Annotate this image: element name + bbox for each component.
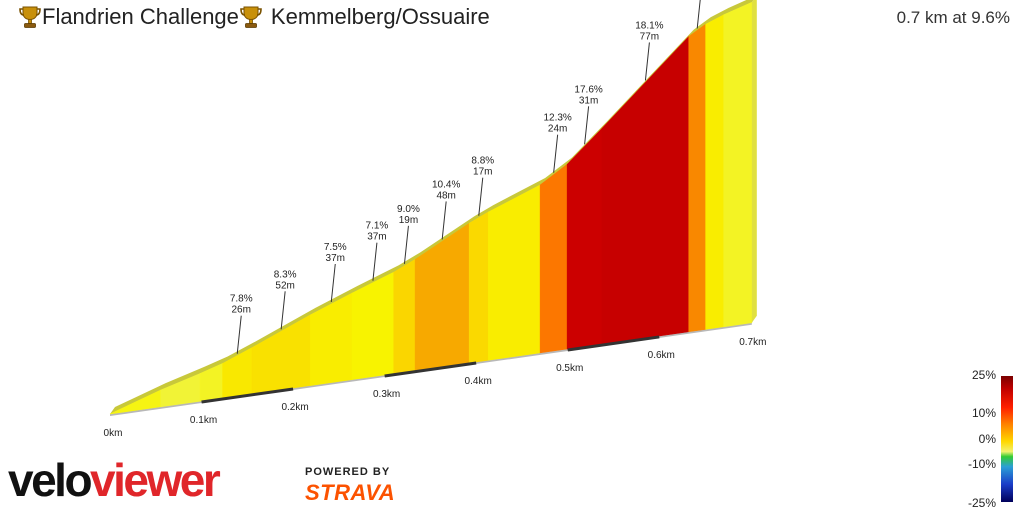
segment-length-label: 17m [473, 167, 492, 178]
segment-length-label: 19m [399, 215, 418, 226]
gradient-segment [601, 35, 690, 345]
segment-annotation-leader [696, 0, 701, 29]
legend-tick: -25% [967, 496, 996, 510]
segment-gradient-label: 12.3% [543, 113, 571, 124]
distance-axis-band [384, 361, 477, 378]
segment-annotation-leader [441, 201, 447, 240]
gradient-segment [539, 163, 568, 354]
segment-length-label: 37m [367, 232, 386, 243]
segment-length-label: 24m [548, 124, 567, 135]
segment-summary: 0.7 km at 9.6% [896, 8, 1010, 27]
legend-tick: -10% [967, 457, 996, 471]
legend-tick: 10% [971, 406, 996, 420]
segment-annotation-leader [478, 177, 484, 216]
logo-viewer: viewer [90, 454, 221, 506]
gradient-segment [705, 14, 724, 330]
title-segment-1: Flandrien Challenge [42, 4, 239, 29]
gradient-segment [488, 184, 541, 361]
powered-by-label: POWERED BY [305, 466, 391, 478]
segment-annotation-leader [403, 225, 409, 264]
distance-tick-label: 0.3km [373, 389, 400, 400]
segment-length-label: 26m [232, 305, 251, 316]
segment-annotation-leader [330, 263, 336, 303]
distance-axis-band [201, 387, 294, 404]
segment-length-label: 48m [436, 190, 455, 201]
segment-length-label: 52m [275, 280, 294, 291]
elevation-profile-chart: 0km 0.1km 0.2km 0.3km 0.4km 0.5km 0.6km 0.7km 7.… [104, 0, 766, 439]
distance-tick-label: 0.2km [281, 402, 308, 413]
distance-tick-label: 0.7km [739, 337, 766, 348]
logo-velo: velo [8, 454, 93, 506]
segment-gradient-label: 8.8% [471, 156, 494, 167]
segment-gradient-label: 18.1% [635, 20, 663, 31]
segment-annotation-leader [584, 106, 590, 145]
veloviewer-logo: veloviewer [8, 452, 221, 508]
distance-tick-label: 0.4km [465, 376, 492, 387]
segment-gradient-label: 8.3% [274, 269, 297, 280]
gradient-color-scale [1001, 376, 1013, 502]
gradient-segment [414, 222, 470, 371]
segment-length-label: 37m [326, 253, 345, 264]
segment-length-label: 31m [579, 95, 598, 106]
trophy-icon [19, 6, 41, 28]
segment-gradient-label: 9.0% [397, 204, 420, 215]
gradient-segment [566, 127, 603, 350]
distance-tick-label: 0.6km [648, 350, 675, 361]
distance-tick-label: 0km [104, 428, 123, 439]
segment-gradient-label: 7.5% [324, 242, 347, 253]
gradient-legend: 25% 10% 0% -10% -25% [960, 366, 1024, 512]
distance-tick-label: 0.1km [190, 415, 217, 426]
distance-axis-band [567, 335, 660, 352]
segment-gradient-label: 7.1% [366, 221, 389, 232]
branding: veloviewer POWERED BY STRAVA [8, 452, 428, 508]
distance-tick-label: 0.5km [556, 363, 583, 374]
legend-tick: 0% [978, 432, 996, 446]
gradient-segment [723, 1, 753, 328]
gradient-segment [222, 347, 253, 399]
segment-gradient-label: 10.4% [432, 179, 460, 190]
segment-annotation-leader [280, 291, 286, 330]
title-segment-2: Kemmelberg/Ossuaire [270, 4, 490, 29]
segment-annotation-leader [644, 42, 650, 81]
segment-annotation-leader [553, 134, 559, 173]
segment-gradient-label: 7.8% [230, 294, 253, 305]
gradient-segment [310, 292, 353, 386]
page-title: Flandrien Challenge Kemmelberg/Ossuaire [18, 4, 490, 30]
trophy-icon [240, 6, 262, 28]
gradient-segment [393, 258, 416, 375]
strava-logo: STRAVA [305, 480, 396, 505]
segment-gradient-label: 17.6% [574, 84, 602, 95]
gradient-segment [109, 389, 161, 415]
legend-tick: 25% [971, 368, 996, 382]
segment-annotation-leader [372, 242, 378, 281]
profile-end-cap [751, 0, 757, 323]
segment-length-label: 77m [640, 31, 659, 42]
gradient-segment [468, 211, 489, 364]
gradient-segment [688, 23, 706, 333]
segment-annotation-leader [236, 315, 242, 354]
